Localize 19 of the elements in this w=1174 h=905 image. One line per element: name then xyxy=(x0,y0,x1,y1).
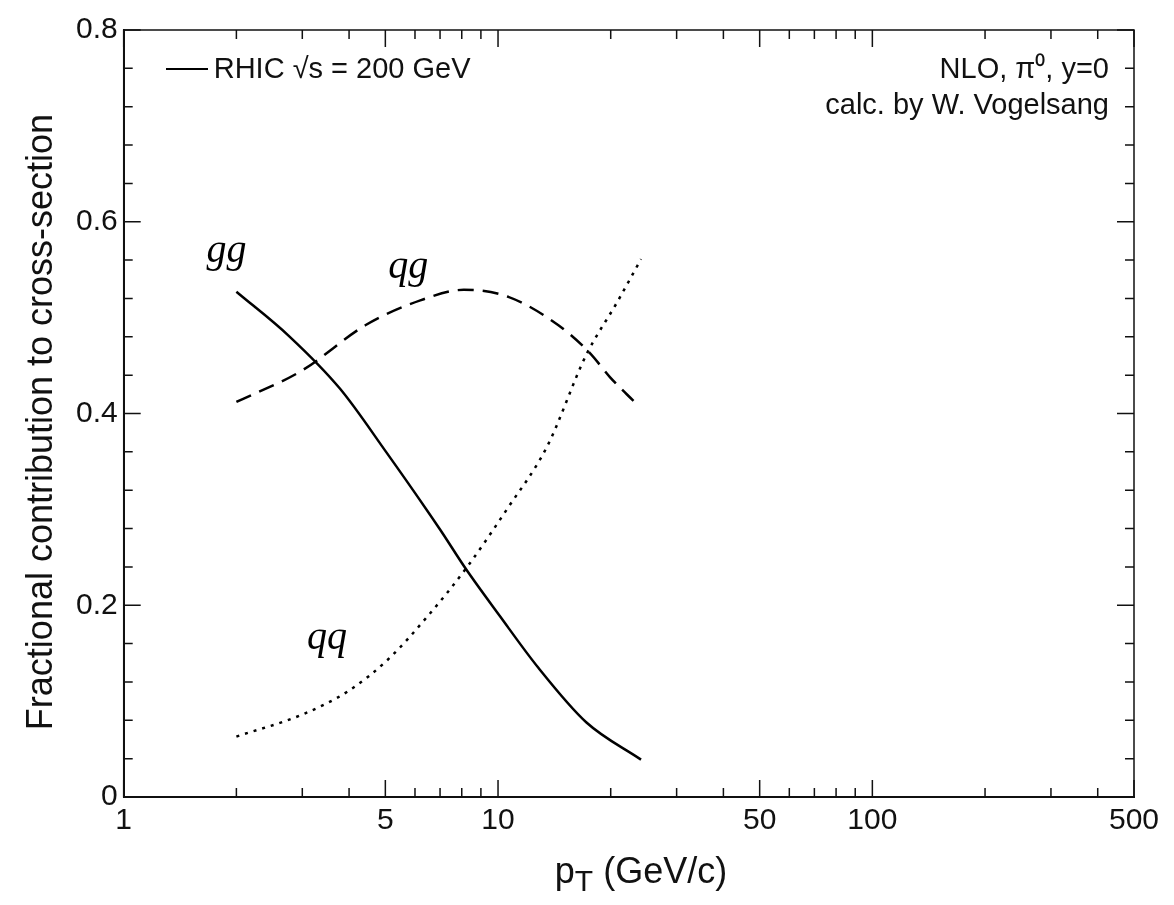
x-tick-label: 5 xyxy=(377,802,394,836)
series-label: gg xyxy=(206,225,247,271)
x-tick-label: 500 xyxy=(1108,802,1160,836)
y-tick-label: 0.4 xyxy=(75,394,118,428)
y-tick-label: 0.8 xyxy=(75,11,118,45)
x-tick-label: 10 xyxy=(481,802,515,836)
y-tick-label: 0.6 xyxy=(75,203,118,237)
x-tick-label: 50 xyxy=(742,802,777,836)
annotation: NLO, π⁰, y=0 xyxy=(939,51,1109,86)
series-label: qq xyxy=(307,612,348,658)
annotation: calc. by W. Vogelsang xyxy=(825,87,1109,122)
y-tick-label: 0 xyxy=(101,778,118,812)
x-tick-label: 100 xyxy=(847,802,898,836)
y-tick-label: 0.2 xyxy=(75,586,118,620)
y-axis-title: Fractional contribution to cross-section xyxy=(19,113,61,731)
series-label: qg xyxy=(388,242,429,288)
annotation: RHIC √s = 200 GeV xyxy=(213,51,471,86)
x-axis-title: p$_{T}$ (GeV/c) xyxy=(554,850,728,899)
x-tick-label: 1 xyxy=(115,802,133,836)
